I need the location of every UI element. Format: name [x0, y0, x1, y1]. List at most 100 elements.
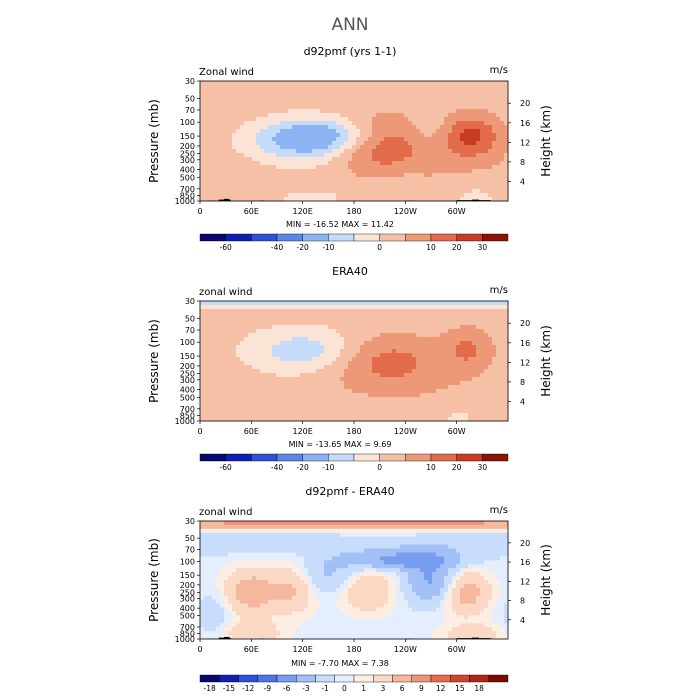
field-cell — [452, 369, 457, 374]
field-cell — [300, 121, 305, 126]
field-cell — [336, 389, 341, 394]
field-cell — [372, 117, 377, 122]
field-cell — [452, 161, 457, 166]
field-cell — [296, 173, 301, 178]
field-cell — [344, 405, 349, 410]
field-cell — [408, 389, 413, 394]
field-cell — [340, 361, 345, 366]
field-cell — [376, 333, 381, 338]
pressure-tick-label: 700 — [180, 405, 195, 414]
field-cell — [292, 197, 297, 202]
field-cell — [448, 365, 453, 370]
field-cell — [480, 305, 485, 310]
field-cell — [204, 413, 209, 418]
field-cell — [276, 373, 281, 378]
field-cell — [436, 377, 441, 382]
field-cell — [364, 521, 369, 526]
field-cell — [280, 321, 285, 326]
field-cell — [480, 393, 485, 398]
field-cell — [232, 197, 237, 202]
field-cell — [244, 117, 249, 122]
field-cell — [284, 121, 289, 126]
field-cell — [272, 345, 277, 350]
field-cell — [352, 393, 357, 398]
field-cell — [468, 333, 473, 338]
field-cell — [476, 397, 481, 402]
field-cell — [260, 401, 265, 406]
field-cell — [216, 397, 221, 402]
field-cell — [308, 349, 313, 354]
field-cell — [280, 528, 285, 534]
field-cell — [240, 197, 245, 202]
field-cell — [488, 161, 493, 166]
field-cell — [392, 97, 397, 102]
field-cell — [220, 369, 225, 374]
field-cell — [500, 129, 505, 134]
field-cell — [368, 349, 373, 354]
field-cell — [212, 153, 217, 158]
field-cell — [496, 341, 501, 346]
field-cell — [204, 337, 209, 342]
field-cell — [344, 317, 349, 322]
field-cell — [288, 85, 293, 90]
field-cell — [220, 177, 225, 182]
field-cell — [416, 81, 421, 86]
field-cell — [364, 333, 369, 338]
field-cell — [320, 105, 325, 110]
field-cell — [316, 133, 321, 138]
field-cell — [488, 313, 493, 318]
field-cell — [252, 521, 257, 526]
field-cell — [416, 181, 421, 186]
field-cell — [356, 345, 361, 350]
field-cell — [456, 357, 461, 362]
field-cell — [224, 189, 229, 194]
field-cell — [392, 173, 397, 178]
field-cell — [240, 409, 245, 414]
field-cell — [500, 385, 505, 390]
field-cell — [260, 81, 265, 86]
field-cell — [324, 113, 329, 118]
field-cell — [376, 161, 381, 166]
field-cell — [292, 405, 297, 410]
field-cell — [456, 113, 461, 118]
field-cell — [424, 377, 429, 382]
field-cell — [316, 528, 321, 534]
field-cell — [400, 169, 405, 174]
field-cell — [316, 169, 321, 174]
field-cell — [340, 385, 345, 390]
field-cell — [204, 177, 209, 182]
field-cell — [332, 524, 337, 530]
field-cell — [384, 345, 389, 350]
field-cell — [256, 385, 261, 390]
field-cell — [464, 113, 469, 118]
field-cell — [384, 97, 389, 102]
field-cell — [484, 377, 489, 382]
field-cell — [396, 125, 401, 130]
field-cell — [208, 153, 213, 158]
field-cell — [264, 105, 269, 110]
field-cell — [280, 117, 285, 122]
field-cell — [388, 193, 393, 198]
field-cell — [392, 329, 397, 334]
field-cell — [364, 97, 369, 102]
field-cell — [396, 365, 401, 370]
field-cell — [296, 81, 301, 86]
field-cell — [376, 169, 381, 174]
field-cell — [372, 101, 377, 106]
field-cell — [424, 341, 429, 346]
field-cell — [284, 361, 289, 366]
pressure-tick-label: 200 — [180, 362, 195, 371]
field-cell — [256, 389, 261, 394]
field-cell — [248, 121, 253, 126]
field-cell — [264, 177, 269, 182]
field-cell — [504, 169, 509, 174]
field-cell — [468, 109, 473, 114]
field-cell — [368, 528, 373, 534]
field-cell — [380, 385, 385, 390]
field-cell — [448, 89, 453, 94]
field-cell — [288, 309, 293, 314]
field-cell — [440, 369, 445, 374]
field-cell — [260, 157, 265, 162]
field-cell — [480, 361, 485, 366]
field-cell — [416, 93, 421, 98]
